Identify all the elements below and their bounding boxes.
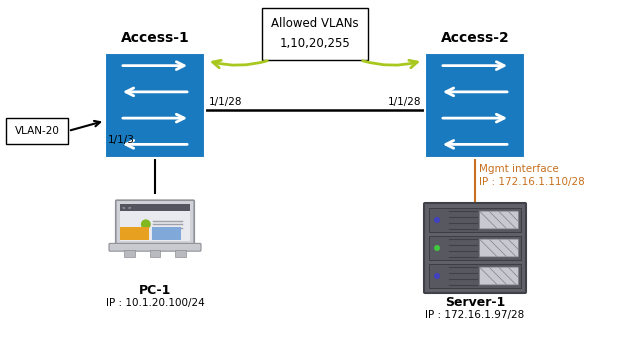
Bar xyxy=(429,208,521,232)
Bar xyxy=(124,250,135,256)
Text: Mgmt interface: Mgmt interface xyxy=(479,163,558,173)
Bar xyxy=(175,250,185,256)
Text: 1/1/28: 1/1/28 xyxy=(209,97,243,107)
FancyBboxPatch shape xyxy=(115,200,194,246)
Text: <: < xyxy=(122,206,125,210)
Bar xyxy=(429,236,521,260)
Circle shape xyxy=(434,273,440,279)
Text: Access-2: Access-2 xyxy=(441,30,509,44)
Text: 1,10,20,255: 1,10,20,255 xyxy=(280,37,350,50)
Circle shape xyxy=(434,217,440,223)
Bar xyxy=(152,227,181,239)
Text: 1/1/28: 1/1/28 xyxy=(388,97,421,107)
Bar xyxy=(120,204,190,241)
Text: >: > xyxy=(128,206,132,210)
FancyBboxPatch shape xyxy=(479,267,519,285)
Bar xyxy=(105,53,205,158)
Text: 1/1/3: 1/1/3 xyxy=(108,135,135,145)
FancyBboxPatch shape xyxy=(109,244,201,251)
Text: IP : 172.16.1.110/28: IP : 172.16.1.110/28 xyxy=(479,177,585,187)
Text: IP : 10.1.20.100/24: IP : 10.1.20.100/24 xyxy=(105,298,205,308)
Text: Server-1: Server-1 xyxy=(445,296,505,309)
Bar xyxy=(120,204,190,211)
FancyBboxPatch shape xyxy=(479,239,519,257)
Bar xyxy=(425,53,525,158)
Bar xyxy=(262,8,368,60)
Text: IP : 172.16.1.97/28: IP : 172.16.1.97/28 xyxy=(426,310,525,320)
Circle shape xyxy=(434,245,440,251)
Bar xyxy=(150,250,160,256)
Circle shape xyxy=(141,219,151,229)
Bar xyxy=(429,264,521,288)
Bar xyxy=(6,118,68,144)
Text: PC-1: PC-1 xyxy=(139,284,171,297)
FancyBboxPatch shape xyxy=(479,211,519,229)
Text: Access-1: Access-1 xyxy=(120,30,189,44)
FancyBboxPatch shape xyxy=(424,203,526,293)
Bar xyxy=(120,227,149,239)
Text: Allowed VLANs: Allowed VLANs xyxy=(271,17,359,30)
Text: VLAN-20: VLAN-20 xyxy=(14,126,59,136)
